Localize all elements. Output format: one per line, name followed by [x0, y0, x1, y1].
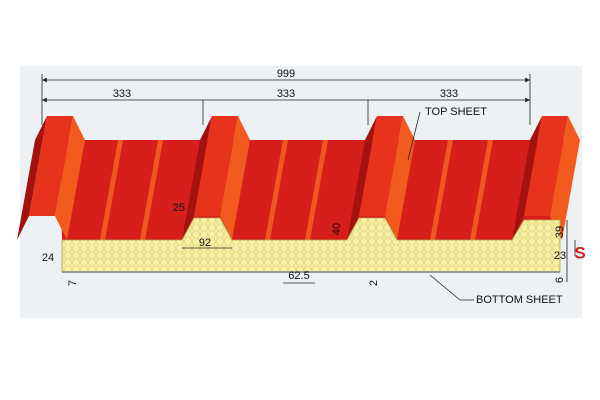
stiffener — [100, 140, 123, 240]
dimension: 24 — [42, 252, 54, 264]
label: TOP SHEET — [425, 106, 487, 118]
label: BOTTOM SHEET — [476, 294, 563, 306]
thickness-symbol: S — [574, 243, 585, 262]
rib-face — [182, 116, 212, 240]
rib-top — [29, 116, 73, 216]
rib-face — [550, 116, 580, 240]
rib-top — [359, 116, 403, 216]
dimension: 23 — [554, 250, 566, 262]
core — [61, 217, 561, 273]
stiffener — [305, 140, 328, 240]
rib-top — [524, 116, 568, 216]
dimension: 333 — [440, 88, 458, 100]
dimension: 7 — [67, 280, 79, 286]
top-sheet — [17, 116, 580, 240]
rib-face — [220, 116, 250, 240]
dimension: 40 — [331, 223, 343, 235]
dimension: 999 — [277, 68, 295, 80]
rib-face — [17, 116, 47, 240]
dimension: 333 — [277, 88, 295, 100]
stiffener — [265, 140, 288, 240]
rib-top — [194, 116, 238, 216]
rib-face — [385, 116, 415, 240]
dimension: 2 — [368, 280, 380, 286]
dimension: 39 — [554, 226, 566, 238]
dimension: 6 — [554, 277, 566, 283]
rib-face — [512, 116, 542, 240]
stiffener — [430, 140, 453, 240]
dimensions — [41, 74, 576, 301]
stiffener — [470, 140, 493, 240]
stiffener — [140, 140, 163, 240]
dimension: 25 — [173, 202, 185, 214]
dimension: 92 — [199, 237, 211, 249]
rib-face — [55, 116, 85, 240]
rib-face — [347, 116, 377, 240]
dimension: 333 — [113, 88, 131, 100]
dimension: 62.5 — [288, 270, 309, 282]
